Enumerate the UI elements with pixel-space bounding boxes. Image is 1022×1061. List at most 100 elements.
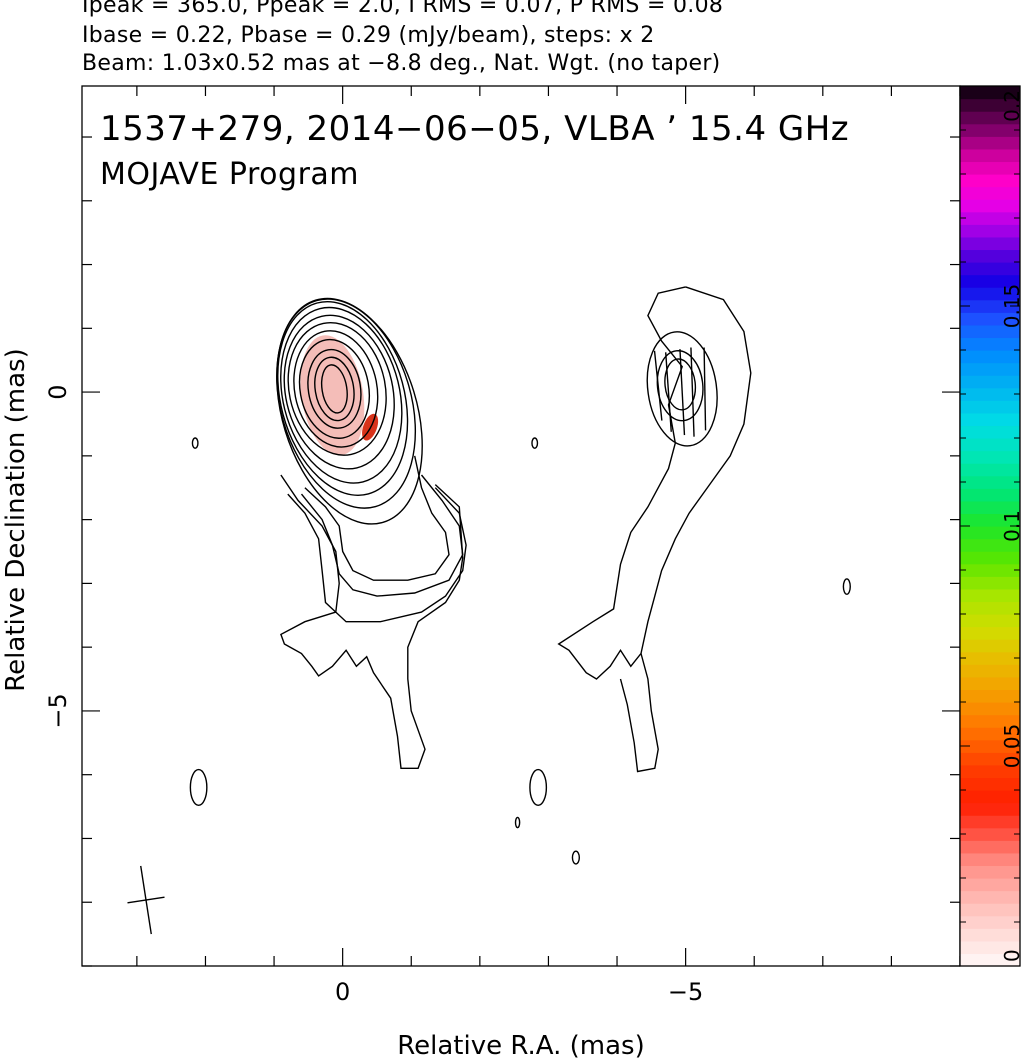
colorbar-band (960, 878, 1020, 892)
colorbar-band (960, 852, 1020, 867)
colorbar-band (960, 626, 1020, 640)
contour-layer (189, 286, 851, 865)
colorbar-band (960, 840, 1020, 854)
colorbar-band (960, 928, 1020, 942)
colorbar-band (960, 538, 1020, 552)
colorbar-band (960, 123, 1020, 137)
colorbar-band (960, 236, 1020, 251)
colorbar-band (960, 651, 1020, 665)
colorbar-tick-label-1: 0.05 (1000, 724, 1022, 769)
colorbar-band (960, 337, 1020, 351)
colorbar-band (960, 727, 1020, 741)
pol-intensity-contour-tail (619, 653, 659, 773)
colorbar-band (960, 287, 1020, 301)
colorbar-tick-label-4: 0.2 (1000, 90, 1022, 122)
colorbar-band (960, 890, 1020, 904)
noise-island-right-1 (529, 768, 548, 807)
evpa-tick-layer (653, 347, 707, 437)
colorbar-band (960, 940, 1020, 955)
colorbar-band (960, 362, 1020, 376)
colorbar-band (960, 475, 1020, 489)
colorbar-band (960, 324, 1020, 339)
stokes-i-contour-6 (283, 314, 395, 470)
colorbar-band (960, 262, 1020, 276)
noise-island-left-1 (189, 768, 208, 807)
colorbar-band (960, 526, 1020, 540)
noise-island-right-2 (842, 578, 851, 595)
stokes-i-contour-0 (320, 364, 348, 414)
colorbar-band (960, 174, 1020, 188)
evpa-tick-2 (679, 349, 686, 436)
x-tick-label-0: 0 (335, 978, 350, 1006)
colorbar-band (960, 551, 1020, 565)
evpa-tick-4 (703, 347, 707, 431)
colorbar-band (960, 375, 1020, 389)
colorbar-band (960, 136, 1020, 150)
plot-frame (81, 85, 961, 967)
colorbar: 0 0.05 0.1 0.15 0.2 (959, 85, 1022, 967)
noise-island-right-4 (571, 850, 581, 865)
colorbar-tick-label-2: 0.1 (1000, 510, 1022, 542)
jet-contour-0 (304, 455, 450, 581)
colorbar-band (960, 438, 1020, 452)
jet-contour-3 (280, 474, 464, 769)
beam-minor-axis (127, 896, 165, 904)
colorbar-band (960, 827, 1020, 841)
jet-contour-2 (287, 487, 467, 623)
pol-intensity-contour-outer (557, 286, 752, 680)
colorbar-band (960, 714, 1020, 728)
stokes-i-contour-2 (307, 348, 362, 429)
colorbar-band (960, 111, 1020, 125)
colorbar-band (960, 199, 1020, 213)
colorbar-band (960, 790, 1020, 804)
x-tick-label-1: −5 (668, 978, 703, 1006)
colorbar-band (960, 865, 1020, 879)
colorbar-band (960, 513, 1020, 527)
colorbar-band (960, 752, 1020, 766)
colorbar-band (960, 639, 1020, 653)
panel-subtitle: MOJAVE Program (100, 157, 359, 192)
stokes-i-contour-4 (293, 330, 379, 448)
colorbar-band (960, 463, 1020, 477)
stokes-i-contour-7 (280, 306, 403, 484)
colorbar-band (960, 249, 1020, 263)
jet-contour-1 (300, 474, 464, 597)
stokes-i-contour-5 (287, 321, 387, 456)
beam-marker (127, 865, 165, 935)
colorbar-band (960, 815, 1020, 829)
colorbar-band (960, 86, 1020, 100)
colorbar-band (960, 211, 1020, 225)
colorbar-band (960, 903, 1020, 917)
evpa-tick-0 (653, 350, 663, 421)
colorbar-band (960, 563, 1020, 577)
colorbar-band (960, 425, 1020, 439)
header-line-3: Beam: 1.03x0.52 mas at −8.8 deg., Nat. W… (82, 51, 721, 76)
stokes-i-contour-1 (314, 356, 355, 422)
colorbar-band (960, 802, 1020, 816)
y-tick-label-1: −5 (44, 693, 72, 728)
noise-island-left-0 (191, 437, 199, 449)
colorbar-band (960, 500, 1020, 515)
colorbar-band (960, 274, 1020, 288)
stokes-i-contour-3 (298, 338, 370, 439)
colorbar-band (960, 412, 1020, 427)
colorbar-band (960, 299, 1020, 313)
evpa-tick-1 (664, 352, 672, 432)
colorbar-band (960, 777, 1020, 791)
colorbar-band (960, 98, 1020, 112)
colorbar-band (960, 576, 1020, 590)
noise-island-right-0 (531, 437, 539, 449)
y-tick-label-0: 0 (44, 384, 72, 399)
colorbar-tick-label-3: 0.15 (1000, 284, 1022, 329)
colorbar-tick-label-0: 0 (1000, 949, 1022, 962)
colorbar-band (960, 312, 1020, 326)
colorbar-band (960, 148, 1020, 163)
axis-layer (82, 86, 961, 967)
y-axis-label: Relative Declination (mas) (1, 348, 31, 691)
header-line-2: Ibase = 0.22, Pbase = 0.29 (mJy/beam), s… (82, 23, 655, 48)
colorbar-band (960, 488, 1020, 502)
panel-title: 1537+279, 2014−06−05, VLBA ’ 15.4 GHz (100, 109, 849, 149)
header-line-1: Ipeak = 365.0, Ppeak = 2.0, I RMS = 0.07… (82, 0, 724, 18)
colorbar-band (960, 161, 1020, 175)
